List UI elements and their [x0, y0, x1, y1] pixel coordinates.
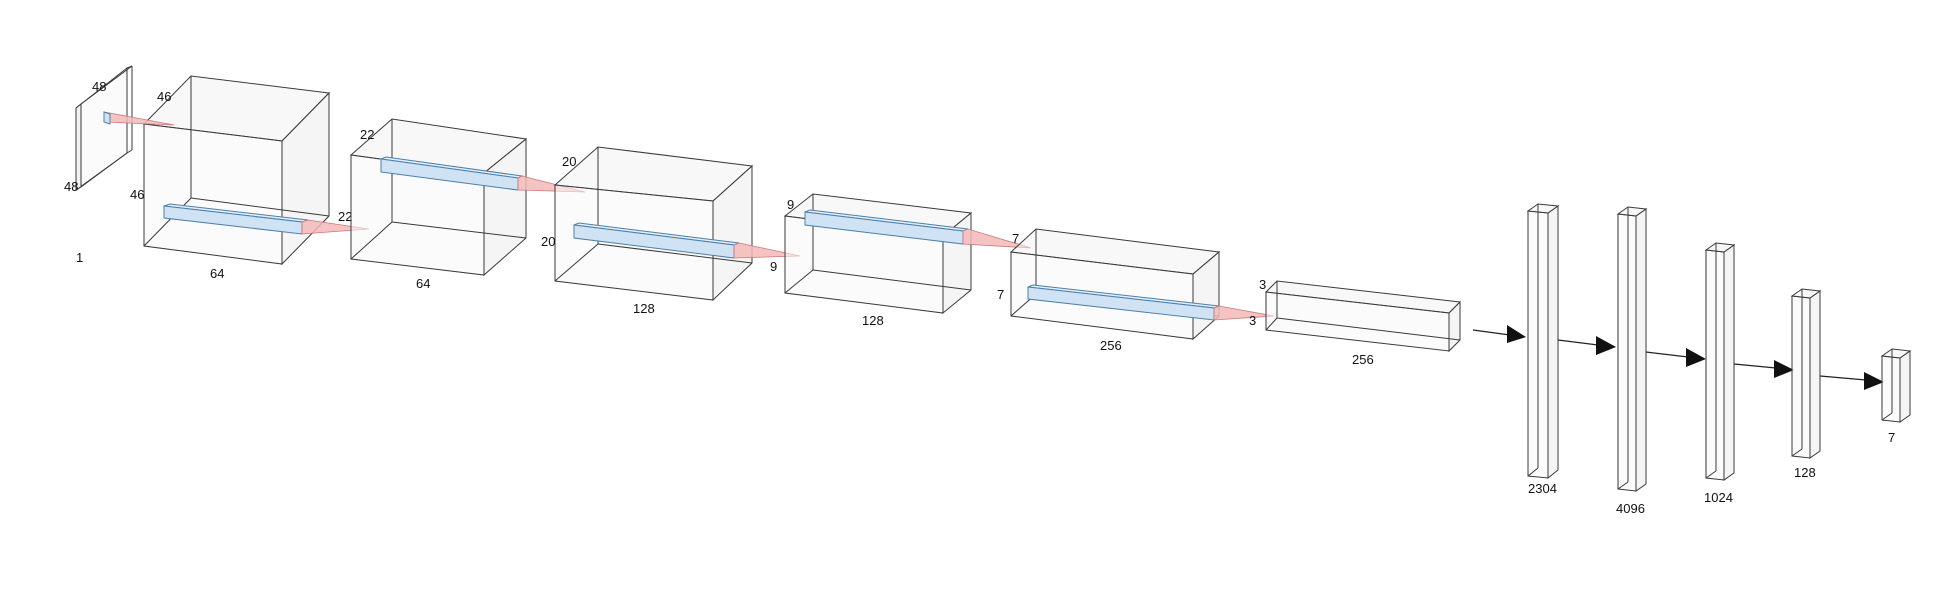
conv3-height-label: 20	[562, 154, 576, 169]
dense-4-arrow	[1819, 375, 1867, 381]
conv6-channels-label: 256	[1352, 352, 1374, 367]
dense-3	[1704, 242, 1736, 481]
input-width-label: 48	[64, 179, 78, 194]
flatten-arrowhead	[1507, 325, 1526, 343]
conv1-block	[142, 75, 331, 266]
input-channels-label: 1	[76, 250, 83, 265]
dense-3-arrow	[1733, 363, 1777, 369]
conv4-height-label: 9	[787, 197, 794, 212]
conv5-block	[1009, 228, 1221, 341]
dense-1	[1526, 203, 1560, 480]
conv5-output-label: 3	[1249, 313, 1256, 328]
dense-4	[1790, 288, 1822, 459]
flatten-arrow	[1472, 329, 1511, 336]
dense-5-label: 7	[1888, 430, 1895, 445]
conv5-channels-label: 256	[1100, 338, 1122, 353]
conv1-height-label: 46	[157, 89, 171, 104]
input-height-label: 48	[92, 79, 106, 94]
conv1-output-label: 22	[338, 209, 352, 224]
conv3-width-label: 20	[541, 234, 555, 249]
dense-4-arrowhead	[1864, 372, 1884, 390]
dense-1-arrowhead	[1596, 336, 1616, 355]
conv4-channels-label: 128	[862, 313, 884, 328]
dense-2-label: 4096	[1616, 501, 1645, 516]
dense-1-label: 2304	[1528, 481, 1557, 496]
conv2-block	[349, 118, 528, 277]
conv6-height-label: 3	[1259, 277, 1266, 292]
conv2-channels-label: 64	[416, 276, 430, 291]
conv6-block	[1264, 280, 1462, 353]
conv1-kernel	[103, 111, 111, 125]
conv1-channels-label: 64	[210, 266, 224, 281]
conv3-output-label: 9	[770, 259, 777, 274]
conv2-height-label: 22	[360, 127, 374, 142]
dense-5	[1880, 348, 1912, 423]
conv1-width-label: 46	[130, 187, 144, 202]
dense-2-arrow	[1645, 351, 1689, 358]
conv3-channels-label: 128	[633, 301, 655, 316]
input-layer	[75, 65, 133, 191]
dense-2-arrowhead	[1686, 348, 1706, 367]
dense-2	[1616, 206, 1648, 492]
dense-3-arrowhead	[1774, 360, 1794, 378]
dense-1-arrow	[1557, 339, 1599, 346]
conv5-output-cone	[1213, 305, 1275, 321]
conv3-block	[553, 146, 754, 302]
conv4-output-label: 7	[1012, 231, 1019, 246]
dense-4-label: 128	[1794, 465, 1816, 480]
conv5-width-label: 7	[997, 287, 1004, 302]
dense-3-label: 1024	[1704, 490, 1733, 505]
